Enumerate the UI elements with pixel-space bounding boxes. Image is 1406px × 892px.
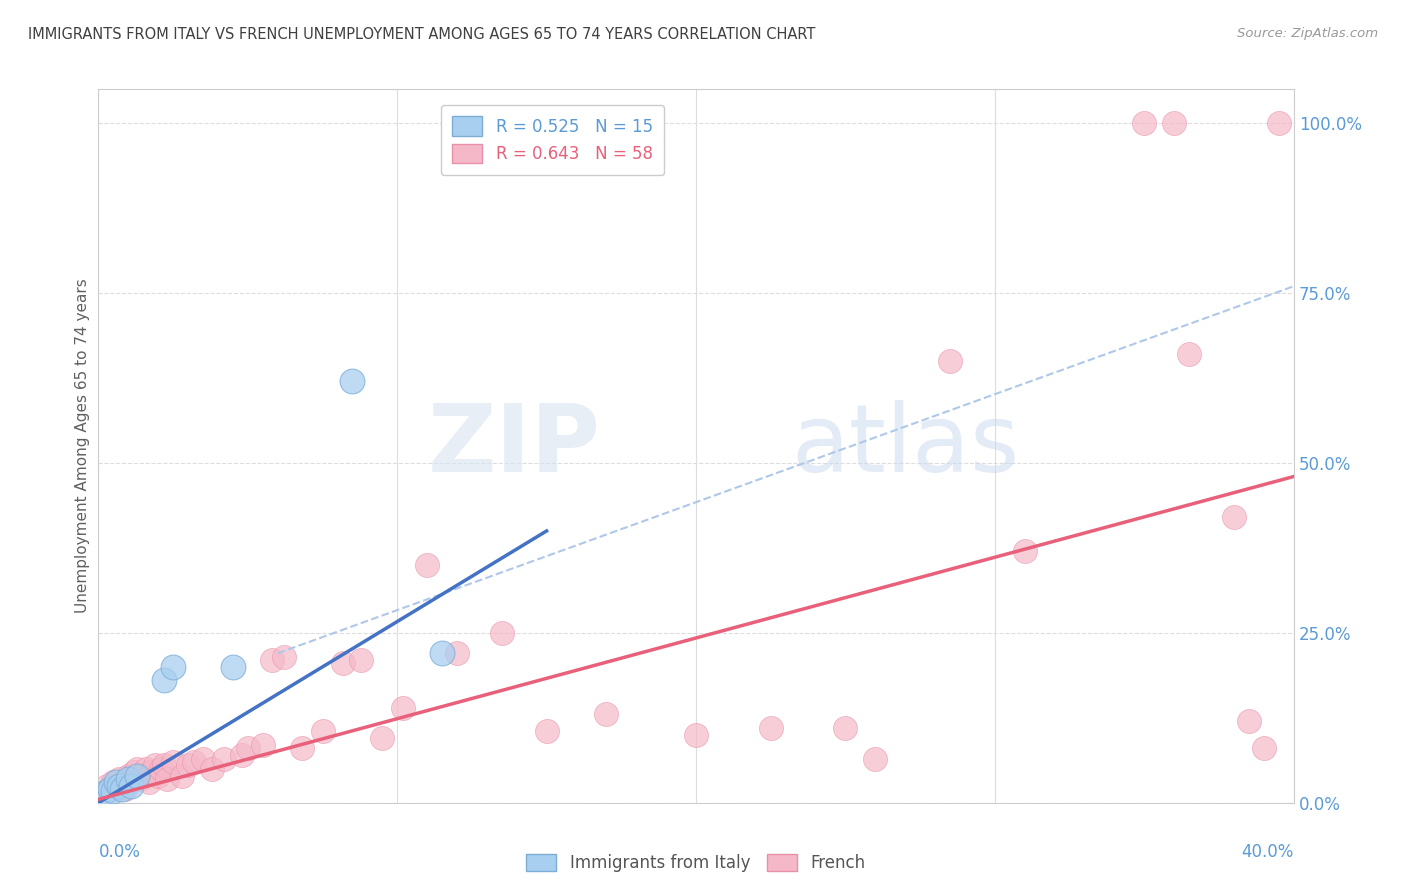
Point [153, 758, 176, 772]
Point [252, 738, 274, 752]
Point [350, 653, 373, 667]
Point [759, 721, 782, 735]
Point [129, 772, 152, 786]
Point [120, 779, 142, 793]
Point [117, 772, 139, 786]
Point [332, 657, 354, 671]
Y-axis label: Unemployment Among Ages 65 to 74 years: Unemployment Among Ages 65 to 74 years [75, 278, 90, 614]
Point [156, 772, 179, 786]
Point [162, 660, 184, 674]
Point [143, 758, 166, 772]
Point [127, 762, 149, 776]
Point [416, 558, 439, 572]
Point [685, 728, 707, 742]
Point [96, 779, 118, 793]
Point [127, 769, 149, 783]
Point [114, 782, 136, 797]
Text: Source: ZipAtlas.com: Source: ZipAtlas.com [1237, 27, 1378, 40]
Point [100, 782, 122, 797]
Text: ZIP: ZIP [427, 400, 600, 492]
Point [863, 751, 887, 765]
Point [108, 772, 131, 786]
Point [222, 660, 245, 674]
Point [177, 758, 200, 772]
Point [150, 762, 173, 776]
Point [105, 779, 128, 793]
Point [231, 748, 253, 763]
Point [100, 782, 122, 797]
Point [1222, 510, 1246, 524]
Point [371, 731, 394, 746]
Point [491, 626, 513, 640]
Point [105, 775, 128, 789]
Point [236, 741, 259, 756]
Point [475, 116, 498, 130]
Text: 40.0%: 40.0% [1241, 843, 1294, 861]
Point [273, 649, 295, 664]
Point [834, 721, 856, 735]
Point [1267, 116, 1289, 130]
Legend: Immigrants from Italy, French: Immigrants from Italy, French [519, 846, 873, 880]
Point [939, 354, 962, 368]
Point [111, 775, 134, 789]
Text: IMMIGRANTS FROM ITALY VS FRENCH UNEMPLOYMENT AMONG AGES 65 TO 74 YEARS CORRELATI: IMMIGRANTS FROM ITALY VS FRENCH UNEMPLOY… [28, 27, 815, 42]
Point [342, 375, 364, 389]
Point [1237, 714, 1260, 729]
Point [103, 775, 125, 789]
Point [103, 783, 125, 797]
Point [124, 765, 146, 780]
Point [93, 786, 115, 800]
Point [1163, 116, 1185, 130]
Point [93, 786, 115, 800]
Point [1178, 347, 1201, 361]
Point [132, 769, 155, 783]
Point [1253, 741, 1275, 756]
Point [1133, 116, 1156, 130]
Point [120, 772, 142, 786]
Point [446, 646, 468, 660]
Point [135, 762, 157, 776]
Point [311, 724, 333, 739]
Point [111, 782, 134, 797]
Point [141, 765, 163, 780]
Point [595, 707, 617, 722]
Point [212, 751, 235, 765]
Point [108, 779, 131, 793]
Point [183, 755, 205, 769]
Point [148, 769, 170, 783]
Point [430, 646, 453, 660]
Point [392, 700, 415, 714]
Point [536, 724, 558, 739]
Text: 0.0%: 0.0% [98, 843, 141, 861]
Point [191, 751, 214, 765]
Point [138, 775, 160, 789]
Point [1014, 544, 1036, 558]
Point [162, 755, 184, 769]
Point [117, 769, 139, 783]
Point [172, 769, 194, 783]
Point [260, 653, 283, 667]
Point [290, 741, 312, 756]
Point [153, 673, 176, 688]
Text: atlas: atlas [792, 400, 1019, 492]
Point [201, 762, 224, 776]
